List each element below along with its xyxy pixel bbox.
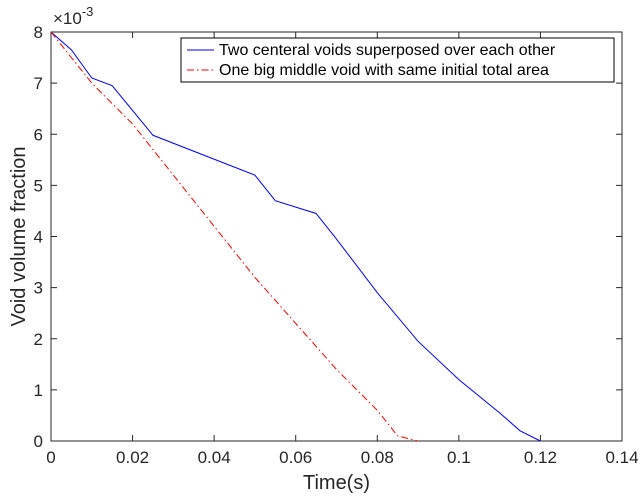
y-tick-label: 8 bbox=[34, 23, 43, 42]
x-tick-label: 0 bbox=[46, 448, 55, 467]
x-tick-label: 0.02 bbox=[116, 448, 149, 467]
y-multiplier-exponent: -3 bbox=[82, 4, 94, 19]
y-multiplier-base: ×10 bbox=[53, 9, 82, 28]
y-tick-label: 2 bbox=[34, 330, 43, 349]
x-tick-label: 0.1 bbox=[447, 448, 471, 467]
y-tick-label: 7 bbox=[34, 74, 43, 93]
series-group bbox=[50, 31, 541, 442]
x-tick-label: 0.14 bbox=[605, 448, 638, 467]
y-axis-multiplier: ×10-3 bbox=[53, 4, 93, 28]
legend-entry-two-voids: Two centeral voids superposed over each … bbox=[219, 42, 556, 59]
y-tick-label: 0 bbox=[34, 432, 43, 451]
legend-box bbox=[180, 37, 615, 83]
y-tick-label: 4 bbox=[34, 228, 43, 247]
x-tick-label: 0.04 bbox=[198, 448, 231, 467]
y-tick-label: 3 bbox=[34, 279, 43, 298]
x-axis-label: Time(s) bbox=[303, 472, 370, 494]
series-two-voids-line bbox=[50, 31, 541, 442]
axes-frame bbox=[50, 31, 623, 442]
x-tick-label: 0.06 bbox=[279, 448, 312, 467]
legend-entry-one-big-void: One big middle void with same initial to… bbox=[219, 62, 549, 79]
plot-area-frame bbox=[50, 31, 623, 442]
x-tick-label: 0.08 bbox=[361, 448, 394, 467]
y-axis-label: Void volume fraction bbox=[8, 146, 30, 326]
x-tick-label: 0.12 bbox=[524, 448, 557, 467]
series-one-big-void-line bbox=[50, 31, 419, 442]
legend: Two centeral voids superposed over each … bbox=[180, 37, 615, 83]
y-tick-label: 5 bbox=[34, 176, 43, 195]
y-tick-label: 6 bbox=[34, 125, 43, 144]
y-tick-label: 1 bbox=[34, 381, 43, 400]
ticks-group: 0 0.02 0.04 0.06 0.08 0.1 0.12 0.14 0 1 2 3 4 5 6 7 8 bbox=[34, 23, 639, 467]
